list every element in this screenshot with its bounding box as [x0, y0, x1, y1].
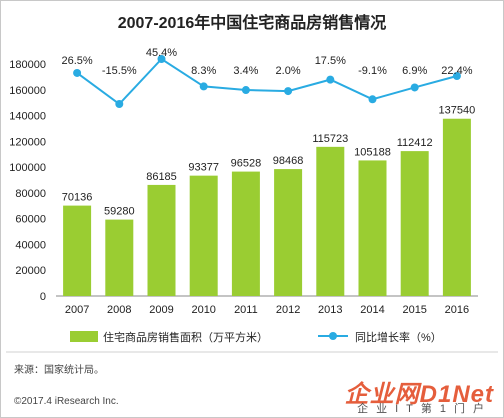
source-note: 来源：国家统计局。	[14, 365, 104, 376]
y-axis: 0 20000 40000 60000 80000 100000 120000 140000 1…	[9, 59, 46, 303]
x-tick-label: 2013	[318, 304, 342, 316]
bar-value-label: 93377	[188, 162, 219, 174]
legend-line-label: 同比增长率（%）	[355, 330, 442, 344]
watermark-logo: 企业网D1Net 企业IT第1门户	[326, 374, 496, 416]
chart-title: 2007-2016年中国住宅商品房销售情况	[118, 13, 387, 32]
x-tick-label: 2016	[445, 304, 469, 316]
bar-data-labels: 70136 59280 86185 93377 96528 98468 115723 1051…	[62, 105, 475, 218]
rate-value-label: 6.9%	[402, 65, 427, 77]
x-tick-label: 2007	[65, 304, 89, 316]
bar	[400, 151, 429, 296]
copyright-note: ©2017.4 iResearch Inc.	[14, 396, 119, 407]
bar	[189, 175, 218, 296]
bar-value-label: 105188	[354, 146, 391, 158]
bar	[63, 205, 92, 296]
x-tick-label: 2015	[402, 304, 426, 316]
legend-line-marker	[329, 332, 337, 340]
bar-value-label: 98468	[273, 155, 304, 167]
y-tick-label: 120000	[9, 136, 46, 148]
watermark-sub-text: 企业IT第1门户	[357, 403, 492, 415]
legend-bar-label: 住宅商品房销售面积（万平方米）	[103, 330, 268, 344]
bar	[147, 184, 176, 296]
bar-value-label: 86185	[146, 171, 177, 183]
bar-value-label: 112412	[397, 137, 433, 149]
y-tick-label: 80000	[15, 188, 46, 200]
rate-point	[73, 68, 82, 77]
bar-value-label: 137540	[439, 105, 476, 117]
rate-point	[368, 95, 377, 104]
bar	[358, 160, 387, 296]
rate-value-label: 8.3%	[191, 65, 216, 77]
x-tick-label: 2012	[276, 304, 300, 316]
rate-point	[284, 87, 293, 96]
rate-point	[241, 86, 250, 95]
bar	[231, 171, 260, 296]
y-tick-label: 60000	[15, 214, 46, 226]
rate-value-label: -9.1%	[358, 65, 387, 77]
bar-value-label: 115723	[312, 133, 348, 145]
rate-point	[410, 83, 419, 92]
rate-value-label: 2.0%	[276, 65, 301, 77]
rate-value-label: 26.5%	[61, 55, 92, 67]
y-tick-label: 140000	[9, 111, 46, 123]
y-tick-label: 0	[40, 291, 46, 303]
bar-value-label: 59280	[104, 206, 135, 218]
y-tick-label: 40000	[15, 239, 46, 251]
x-tick-label: 2014	[360, 304, 384, 316]
bar	[442, 118, 471, 296]
rate-value-label: 17.5%	[315, 55, 346, 67]
rate-line-series	[73, 55, 461, 108]
bar-series	[63, 118, 471, 296]
legend: 住宅商品房销售面积（万平方米） 同比增长率（%）	[70, 330, 442, 344]
y-tick-label: 20000	[15, 265, 46, 277]
rate-data-labels: 26.5% -15.5% 45.4% 8.3% 3.4% 2.0% 17.5% -9.1% 6.…	[61, 47, 472, 77]
rate-point	[115, 100, 124, 108]
rate-value-label: 3.4%	[233, 65, 258, 77]
bar	[105, 219, 134, 296]
x-tick-label: 2010	[191, 304, 215, 316]
y-tick-label: 160000	[9, 85, 46, 97]
bar-value-label: 96528	[231, 158, 262, 170]
rate-value-label: 45.4%	[146, 47, 177, 59]
watermark-main-text: 企业网D1Net	[344, 381, 494, 408]
x-tick-label: 2008	[107, 304, 131, 316]
x-tick-label: 2009	[149, 304, 173, 316]
x-axis: 2007 2008 2009 2010 2011 2012 2013 2014 2015 2016	[56, 295, 478, 316]
y-tick-label: 100000	[9, 162, 46, 174]
bar	[316, 146, 345, 296]
x-tick-label: 2011	[234, 304, 258, 316]
legend-bar-swatch	[70, 331, 98, 342]
rate-line	[76, 57, 458, 106]
rate-value-label: 22.4%	[441, 65, 472, 77]
rate-point	[452, 71, 461, 80]
rate-value-label: -15.5%	[102, 65, 137, 77]
rate-point	[157, 55, 166, 63]
rate-point	[199, 82, 208, 91]
y-tick-label: 180000	[9, 59, 46, 71]
rate-point	[326, 75, 335, 84]
bar-value-label: 70136	[62, 192, 93, 204]
bar	[274, 169, 303, 296]
